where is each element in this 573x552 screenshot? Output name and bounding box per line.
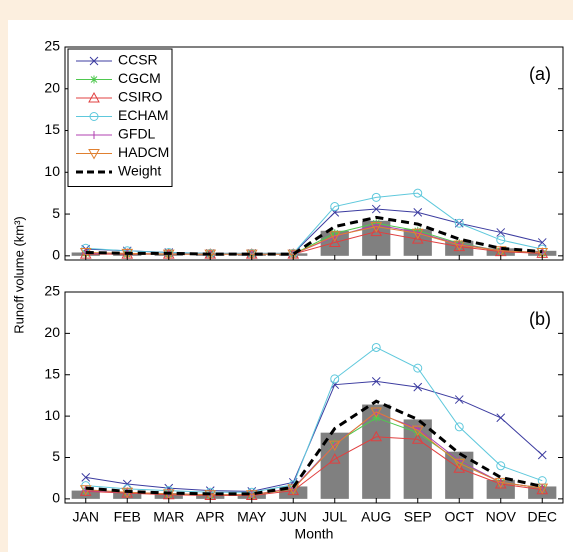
legend-label: HADCM [118,144,169,160]
marker [413,208,423,217]
marker [413,363,423,373]
legend-label: CGCM [118,70,161,86]
y-tick-label: 0 [52,490,60,506]
marker [287,249,300,261]
axes-frame [64,46,564,261]
y-tick-label: 20 [44,324,60,340]
series-line [85,226,543,255]
series-line [85,215,543,256]
y-tick-label: 10 [44,163,60,179]
marker [496,461,506,471]
marker [494,246,507,257]
legend-label: CCSR [118,52,158,68]
marker [454,395,464,404]
x-tick-label: JUN [280,509,307,525]
marker [371,192,381,202]
series-line [85,411,543,496]
panel-label: (a) [529,64,551,84]
series-line [85,399,543,496]
marker [413,428,422,437]
marker [328,453,341,464]
x-tick-label: AUG [361,509,391,525]
x-tick-label: MAY [237,509,267,525]
marker [454,218,464,228]
y-tick-label: 25 [44,38,60,54]
marker [370,430,383,442]
marker [453,240,466,251]
x-tick-label: APR [196,509,225,525]
x-tick-label: FEB [114,509,141,525]
marker [536,483,549,495]
marker [79,485,92,496]
panel-label: (b) [529,309,551,329]
marker [496,413,506,423]
marker [328,231,341,242]
x-tick-label: MAR [153,509,184,525]
x-tick-label: NOV [486,509,517,525]
y-tick-label: 15 [44,121,60,137]
plot-area [65,292,563,503]
marker [411,433,424,444]
marker [413,188,423,198]
x-tick-label: JAN [73,509,99,525]
y-tick-label: 0 [52,247,60,263]
marker [453,458,466,470]
x-tick-label: OCT [444,509,474,525]
y-tick-label: 10 [44,407,60,423]
marker [370,222,383,233]
x-axis-label: Month [295,526,334,542]
x-tick-label: DEC [527,509,557,525]
series-line [85,346,543,493]
marker [370,407,383,419]
marker [411,233,424,244]
series-line [85,436,543,497]
marker [328,440,341,452]
legend-label: CSIRO [118,89,162,105]
marker [453,462,466,473]
marker [122,479,132,489]
marker [496,228,506,237]
marker [330,374,340,384]
marker [371,204,381,214]
y-tick-label: 20 [44,79,60,95]
marker [81,472,91,482]
legend-label: Weight [118,163,161,179]
marker [496,235,506,245]
y-tick-label: 5 [52,448,60,464]
y-tick-label: 5 [52,205,60,221]
series-line [85,380,543,492]
marker [330,202,340,212]
x-tick-label: JUL [322,509,347,525]
y-tick-label: 25 [44,283,60,299]
legend-box [67,48,173,187]
marker [537,238,547,247]
marker [371,377,381,386]
legend-marker [89,56,99,66]
legend-marker [88,91,100,103]
series-line [85,192,543,254]
legend-marker [89,112,99,121]
axes-frame [64,291,564,504]
y-axis-label: Runoff volume (km³) [11,216,26,334]
marker [370,225,383,237]
marker [536,247,549,259]
legend-label: ECHAM [118,107,169,123]
legend-marker [90,131,98,139]
y-tick-label: 15 [44,365,60,381]
legend-marker [90,75,98,84]
legend-label: GFDL [118,126,156,142]
marker [413,382,423,392]
marker [328,236,341,247]
x-tick-label: SEP [404,509,432,525]
marker [454,422,464,432]
legend-marker [88,149,100,160]
marker [494,477,507,489]
marker [371,342,381,352]
marker [411,425,424,437]
marker [411,228,424,240]
marker [537,450,547,460]
